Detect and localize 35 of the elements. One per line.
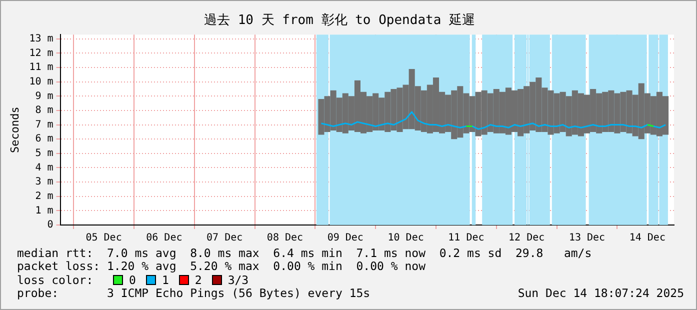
legend-label: 1 — [162, 272, 169, 286]
y-tick-label: 1 m — [35, 205, 54, 216]
y-tick-label: 13 m — [29, 33, 54, 44]
x-tick-label: 14 Dec — [629, 232, 666, 244]
x-tick-label: 12 Dec — [508, 232, 545, 244]
x-tick-label: 06 Dec — [146, 232, 182, 244]
x-tick-label: 08 Dec — [266, 232, 304, 244]
y-tick-label: 11 m — [29, 62, 54, 74]
y-tick-label: 3 m — [35, 176, 54, 188]
x-tick-label: 09 Dec — [327, 232, 364, 244]
text: median rtt: 7.0 ms avg 8.0 ms max 6.4 ms min 7.1 ms now 0.2 ms sd 29.8 am/s — [17, 246, 593, 260]
y-axis-title: Seconds — [8, 106, 22, 153]
legend-label: 0 — [129, 272, 136, 286]
text: packet loss: 1.20 % avg 5.20 % max 0.00 % min 0.00 % now — [17, 259, 426, 273]
y-tick-label: 0 — [47, 220, 54, 231]
text: probe: 3 ICMP Echo Pings (56 Bytes) every 15s — [17, 286, 370, 300]
x-tick-label: 07 Dec — [206, 232, 243, 244]
y-tick-label: 5 m — [35, 148, 54, 160]
x-tick-label: 13 Dec — [568, 232, 606, 244]
y-tick-label: 8 m — [35, 105, 54, 116]
chart-title: 過去 10 天 from 彰化 to Opendata 延遲 — [204, 13, 476, 28]
y-tick-label: 4 m — [35, 162, 54, 174]
x-tick-label: 05 Dec — [86, 232, 122, 244]
y-tick-label: 12 m — [29, 48, 54, 59]
legend-title: loss color: — [17, 272, 94, 286]
y-tick-label: 7 m — [35, 119, 54, 130]
y-tick-label: 10 m — [29, 76, 54, 88]
legend-label: 3/3 — [228, 272, 249, 286]
y-tick-label: 9 m — [35, 90, 54, 102]
legend-label: 2 — [194, 272, 202, 286]
x-tick-label: 11 Dec — [448, 232, 484, 244]
text: Sun Dec 14 18:07:24 2025 — [518, 286, 684, 300]
y-tick-label: 2 m — [35, 190, 54, 202]
x-tick-label: 10 Dec — [388, 232, 424, 244]
y-tick-label: 6 m — [35, 134, 54, 145]
